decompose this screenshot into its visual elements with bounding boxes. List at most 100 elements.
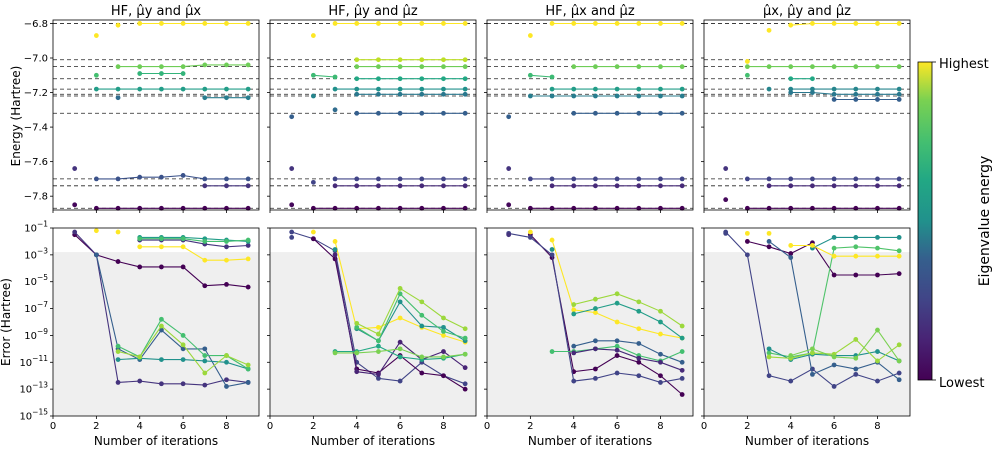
energy-point <box>289 202 295 208</box>
energy-point <box>441 176 446 182</box>
error-point <box>159 316 164 322</box>
error-point <box>224 282 229 287</box>
energy-point <box>159 174 164 180</box>
error-point <box>614 300 620 306</box>
energy-point <box>614 86 620 92</box>
error-point <box>636 355 642 361</box>
energy-point <box>397 86 403 92</box>
error-point <box>614 291 620 297</box>
error-point <box>658 380 663 385</box>
error-point <box>224 359 229 365</box>
energy-frame <box>486 19 694 211</box>
x-tick-label: 4 <box>354 421 360 432</box>
error-point <box>549 237 555 243</box>
energy-point <box>658 86 663 92</box>
energy-point <box>224 176 229 182</box>
error-point <box>245 256 251 262</box>
error-point <box>115 349 121 354</box>
energy-point <box>202 86 208 92</box>
energy-point <box>441 21 446 26</box>
energy-point <box>658 110 663 116</box>
energy-series-line <box>790 22 900 26</box>
error-point <box>723 230 729 236</box>
energy-point <box>810 205 815 211</box>
energy-point <box>744 205 750 211</box>
energy-point <box>397 205 403 211</box>
error-point <box>159 244 164 250</box>
energy-point <box>419 64 425 70</box>
energy-point <box>180 21 186 26</box>
energy-point <box>679 205 685 211</box>
energy-y-tick-label: −6.8 <box>24 19 48 30</box>
energy-point <box>376 183 381 189</box>
energy-point <box>853 176 859 182</box>
error-point <box>810 346 815 352</box>
energy-point <box>679 183 685 189</box>
x-tick-label: 4 <box>571 421 577 432</box>
energy-point <box>744 64 750 70</box>
error-point <box>593 376 598 381</box>
x-tick-label: 8 <box>874 421 880 432</box>
error-point <box>224 239 229 244</box>
error-point <box>853 366 859 372</box>
error-point <box>766 230 772 236</box>
error-point <box>896 271 902 277</box>
energy-point <box>636 21 642 26</box>
error-point <box>397 291 403 297</box>
energy-point <box>354 110 360 116</box>
energy-point <box>441 91 446 97</box>
energy-point <box>441 110 446 116</box>
energy-frame <box>52 19 260 211</box>
energy-point <box>354 183 360 189</box>
energy-point <box>810 76 815 82</box>
energy-point <box>766 205 772 211</box>
error-point <box>875 272 880 278</box>
panel-title: HF, μ̂x and μ̂z <box>545 4 634 19</box>
energy-point <box>332 86 338 92</box>
error-point <box>419 323 425 329</box>
energy-point <box>159 205 164 211</box>
x-tick-label: 6 <box>180 421 186 432</box>
energy-point <box>875 86 880 92</box>
x-tick-label: 0 <box>267 421 273 432</box>
error-y-tick-exponent: −15 <box>32 408 48 417</box>
energy-point <box>614 64 620 70</box>
error-point <box>376 324 381 330</box>
energy-point <box>636 205 642 211</box>
error-point <box>441 329 446 334</box>
error-point <box>289 229 295 235</box>
energy-point <box>875 176 880 182</box>
panel-title: HF, μ̂y and μ̂x <box>111 4 201 19</box>
energy-point <box>636 93 642 99</box>
energy-point <box>310 33 316 38</box>
error-point <box>245 366 251 372</box>
error-point <box>180 342 186 348</box>
error-point <box>875 349 880 354</box>
energy-point <box>115 22 121 28</box>
energy-point <box>896 176 902 182</box>
energy-point <box>723 166 729 171</box>
energy-point <box>853 91 859 97</box>
error-point <box>744 252 750 258</box>
error-y-tick-exponent: −1 <box>37 220 48 229</box>
error-point <box>224 384 229 389</box>
error-point <box>853 244 859 250</box>
error-series-line <box>790 244 900 257</box>
error-point <box>419 370 425 376</box>
x-tick-label: 6 <box>614 421 620 432</box>
error-series-line <box>356 292 466 342</box>
error-point <box>115 343 121 349</box>
error-point <box>202 346 208 352</box>
error-point <box>636 373 642 379</box>
energy-point <box>527 205 533 211</box>
error-point <box>614 319 620 325</box>
x-axis-label: Number of iterations <box>311 434 435 448</box>
error-point <box>875 253 880 259</box>
error-point <box>159 236 164 242</box>
error-series-line <box>139 236 249 242</box>
energy-point <box>658 64 663 70</box>
x-tick-label: 8 <box>440 421 446 432</box>
error-point <box>658 331 663 337</box>
error-point <box>853 235 859 240</box>
